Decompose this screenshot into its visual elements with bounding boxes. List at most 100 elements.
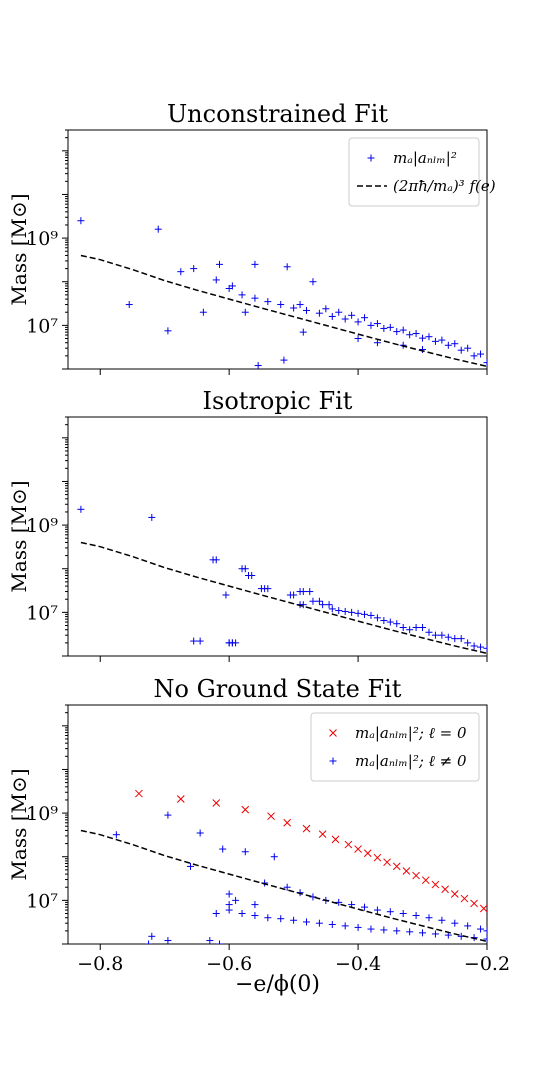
data-point-plus-marker: [251, 901, 259, 909]
data-point-plus-marker: [373, 906, 381, 914]
data-point-plus-marker: [270, 853, 278, 861]
data-point-x-marker: [318, 830, 327, 838]
data-layer: [80, 789, 487, 944]
y-tick-label: 10⁹: [26, 228, 58, 250]
data-point-plus-marker: [225, 890, 233, 898]
data-point-plus-marker: [393, 927, 401, 935]
data-point-plus-marker: [254, 362, 262, 369]
data-point-plus-marker: [444, 341, 452, 349]
y-axis-label: Mass [M⊙]: [7, 193, 31, 305]
data-point-plus-marker: [477, 350, 485, 358]
data-point-plus-marker: [196, 637, 204, 645]
data-point-plus-marker: [238, 909, 246, 917]
data-point-x-marker: [176, 795, 185, 803]
legend-label: mₐ|aₙₗₘ|²; ℓ = 0: [355, 724, 467, 742]
series-1: [77, 217, 487, 369]
y-axis-label: Mass [M⊙]: [7, 768, 31, 880]
data-point-plus-marker: [219, 845, 227, 853]
data-point-plus-marker: [335, 898, 343, 906]
legend-entry: mₐ|aₙₗₘ|²; ℓ = 0: [329, 724, 467, 742]
legend-plus-symbol: [367, 154, 375, 162]
data-point-plus-marker: [232, 896, 240, 904]
data-point-plus-marker: [148, 932, 156, 940]
data-point-plus-marker: [451, 919, 459, 927]
data-point-x-marker: [431, 880, 440, 889]
legend-label: (2πħ/mₐ)³ f(e): [393, 177, 496, 195]
data-point-plus-marker: [215, 260, 223, 268]
data-point-plus-marker: [483, 359, 487, 367]
data-point-plus-marker: [309, 278, 317, 286]
legend-entry: (2πħ/mₐ)³ f(e): [357, 177, 496, 195]
legend-plus-symbol: [329, 757, 337, 765]
data-point-plus-marker: [348, 608, 356, 616]
data-point-plus-marker: [399, 909, 407, 917]
data-point-x-marker: [412, 871, 420, 880]
data-point-plus-marker: [341, 315, 349, 323]
legend-x-symbol: [329, 729, 337, 737]
data-point-plus-marker: [451, 635, 459, 643]
data-point-plus-marker: [361, 314, 369, 322]
x-tick-label: −0.8: [77, 953, 123, 975]
data-point-plus-marker: [386, 323, 394, 331]
plot-frame: [67, 704, 488, 945]
data-point-plus-marker: [361, 903, 369, 911]
data-point-plus-marker: [145, 940, 153, 944]
data-point-plus-marker: [367, 925, 375, 933]
data-point-plus-marker: [451, 340, 459, 348]
data-point-plus-marker: [251, 911, 259, 919]
data-point-plus-marker: [164, 327, 172, 335]
plot-frame: [67, 416, 488, 657]
data-point-plus-marker: [361, 610, 369, 618]
chart-title: Unconstrained Fit: [167, 100, 388, 128]
data-point-plus-marker: [299, 601, 307, 609]
data-point-plus-marker: [212, 556, 220, 564]
data-point-plus-marker: [373, 320, 381, 328]
data-point-plus-marker: [425, 628, 433, 636]
data-point-plus-marker: [373, 339, 381, 347]
data-point-plus-marker: [215, 940, 223, 944]
data-point-plus-marker: [283, 263, 291, 271]
data-point-plus-marker: [264, 914, 272, 922]
data-point-plus-marker: [251, 294, 259, 302]
data-point-x-marker: [470, 899, 478, 908]
data-point-plus-marker: [212, 276, 220, 284]
legend-box: [310, 712, 480, 782]
data-point-plus-marker: [464, 922, 472, 930]
data-point-plus-marker: [309, 597, 317, 605]
data-point-plus-marker: [177, 268, 185, 276]
data-point-plus-marker: [303, 918, 311, 926]
data-point-plus-marker: [238, 291, 246, 299]
data-point-x-marker: [283, 818, 292, 827]
y-tick-label: 10⁹: [26, 803, 58, 825]
fit-curve-line: [80, 254, 487, 368]
data-point-plus-marker: [457, 635, 465, 643]
data-point-plus-marker: [483, 927, 487, 935]
data-point-x-marker: [344, 840, 353, 849]
data-point-x-marker: [212, 799, 221, 807]
data-point-plus-marker: [386, 908, 394, 916]
data-point-plus-marker: [225, 901, 233, 909]
chart-panel-3: No Ground State Fit 10⁹ 10⁷ −0.8 −0.6 −0.4 −0.…: [7, 675, 510, 997]
data-point-plus-marker: [303, 306, 311, 314]
data-point-plus-marker: [438, 336, 446, 344]
data-point-plus-marker: [412, 911, 420, 919]
data-point-x-marker: [267, 812, 275, 821]
data-point-plus-marker: [290, 304, 298, 312]
data-point-plus-marker: [306, 588, 314, 596]
y-tick-label: 10⁷: [26, 890, 58, 912]
data-point-plus-marker: [367, 611, 375, 619]
chart-panel-2: Isotropic Fit 10⁹ 10⁷ Mass [M⊙]: [7, 387, 488, 662]
data-point-plus-marker: [341, 922, 349, 930]
y-tick-label: 10⁷: [26, 602, 58, 624]
data-point-x-marker: [241, 805, 250, 814]
data-point-plus-marker: [464, 639, 472, 647]
legend: mₐ|aₙₗₘ|²; ℓ = 0 mₐ|aₙₗₘ|²; ℓ ≠ 0: [310, 712, 480, 782]
data-point-plus-marker: [406, 626, 414, 634]
data-point-plus-marker: [264, 298, 272, 306]
data-point-plus-marker: [212, 909, 220, 917]
data-point-plus-marker: [280, 356, 288, 364]
data-point-x-marker: [331, 835, 340, 844]
data-point-x-marker: [363, 849, 372, 858]
data-point-plus-marker: [393, 620, 401, 628]
data-layer: [77, 217, 487, 369]
